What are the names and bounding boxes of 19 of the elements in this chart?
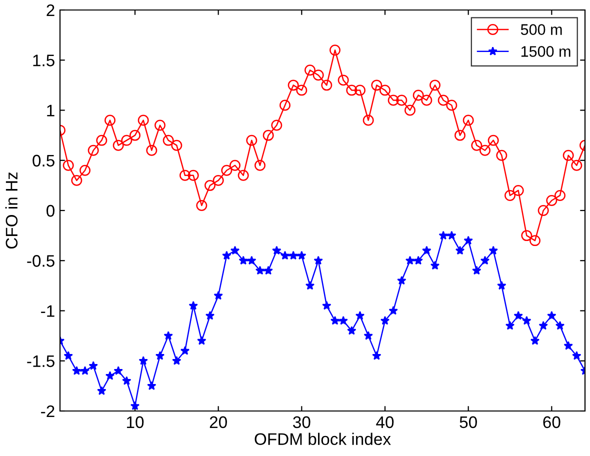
legend-label: 1500 m [521, 46, 570, 57]
y-axis-title: CFO in Hz [5, 172, 18, 249]
y-tick-label: 0.5 [32, 154, 54, 167]
legend-label: 500 m [520, 24, 562, 35]
x-tick-label: 10 [127, 416, 144, 428]
y-tick-label: 1.5 [33, 54, 54, 66]
x-tick-label: 40 [376, 416, 394, 428]
y-tick-label: 0 [46, 204, 54, 217]
x-tick-label: 60 [543, 416, 560, 428]
x-tick-label: 20 [210, 416, 227, 428]
y-tick-label: -0.5 [27, 255, 54, 267]
y-tick-label: -1.5 [27, 355, 54, 368]
y-tick-label: -2 [41, 405, 54, 418]
y-tick-label: -1 [41, 305, 54, 317]
x-axis-title: OFDM block index [254, 432, 391, 446]
x-tick-label: 50 [460, 416, 477, 428]
y-tick-label: 1 [47, 104, 54, 116]
x-tick-label: 30 [293, 416, 310, 428]
y-tick-label: 2 [46, 4, 54, 16]
